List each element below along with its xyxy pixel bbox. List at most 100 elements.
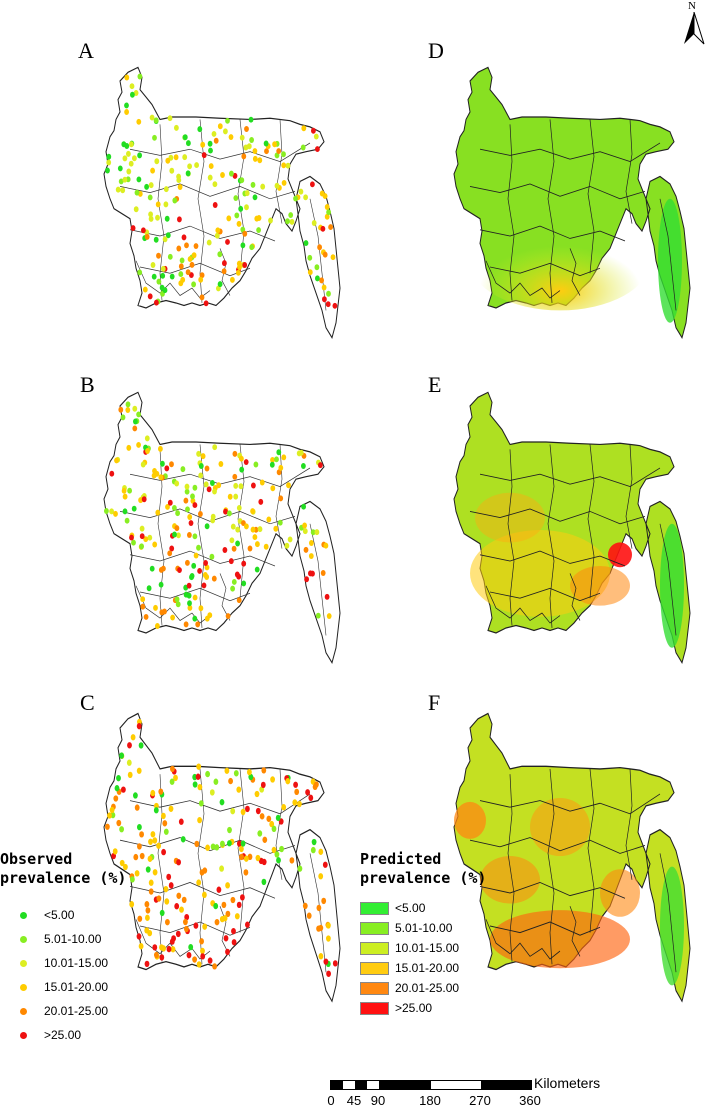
prevalence-dot: [298, 188, 304, 195]
prevalence-dot: [137, 73, 143, 80]
prevalence-dot: [109, 508, 114, 515]
prevalence-dot: [198, 472, 204, 479]
prevalence-dot: [139, 533, 145, 540]
prevalence-dot: [255, 807, 261, 815]
prevalence-dot: [163, 886, 169, 893]
prevalence-dot: [156, 278, 162, 285]
prevalence-dot: [223, 128, 228, 135]
prevalence-dot: [153, 807, 159, 814]
scale-tick: 90: [370, 1093, 386, 1108]
prevalence-dot: [126, 444, 132, 451]
prevalence-dot: [170, 765, 175, 773]
prevalence-dot: [320, 570, 326, 577]
prevalence-dot: [314, 264, 320, 271]
prevalence-dot: [206, 486, 212, 493]
predicted-legend-item: 10.01-15.00: [360, 939, 459, 957]
prevalence-dot: [214, 232, 220, 239]
observed-legend-item: 10.01-15.00: [20, 954, 108, 972]
prevalence-dot: [144, 960, 150, 968]
prevalence-dot: [155, 214, 160, 221]
prevalence-dot: [232, 172, 238, 179]
prevalence-dot: [151, 273, 157, 280]
prevalence-dot: [293, 195, 298, 202]
prevalence-dot: [196, 961, 202, 968]
prevalence-dot: [140, 596, 146, 603]
observed-legend-title-line2: prevalence (%): [0, 869, 127, 887]
prevalence-dot: [223, 935, 229, 942]
prevalence-dot: [124, 74, 130, 81]
prevalence-dot: [160, 460, 165, 467]
prevalence-dot: [199, 869, 205, 876]
prevalence-dot: [241, 580, 247, 587]
prevalence-dot: [263, 543, 269, 550]
prevalence-dot: [187, 163, 192, 170]
prevalence-dot: [144, 435, 150, 442]
prevalence-dot: [136, 722, 142, 730]
prevalence-dot: [311, 220, 317, 226]
prevalence-dot: [180, 466, 186, 473]
prevalence-dot: [156, 842, 161, 849]
prevalence-dot: [227, 840, 232, 847]
prevalence-dot: [196, 544, 201, 551]
legend-swatch: [360, 901, 389, 915]
prevalence-dot: [303, 240, 309, 247]
prevalence-dot: [166, 873, 172, 881]
prevalence-dot: [199, 272, 205, 279]
map-observed-b: [103, 391, 341, 664]
legend-label: 20.01-25.00: [44, 1004, 109, 1018]
prevalence-dot: [158, 566, 164, 573]
prevalence-dot: [252, 534, 258, 541]
prevalence-dot: [147, 929, 153, 937]
prevalence-dot: [303, 194, 308, 201]
prevalence-dot: [281, 179, 287, 186]
prevalence-dot: [187, 604, 193, 611]
prevalence-dot: [207, 957, 213, 964]
prevalence-dot: [266, 815, 272, 822]
prevalence-dot: [244, 523, 249, 530]
prevalence-dot: [209, 789, 215, 796]
prevalence-dot: [230, 585, 236, 592]
prevalence-dot: [183, 591, 189, 598]
prevalence-dot: [161, 848, 166, 856]
prevalence-dot: [241, 153, 247, 160]
prevalence-dot: [169, 167, 175, 174]
prevalence-dot: [163, 186, 169, 193]
prevalence-dot: [322, 251, 328, 258]
prevalence-dot: [315, 612, 321, 619]
prevalence-dot: [153, 604, 158, 611]
prevalence-dot: [323, 542, 329, 549]
prevalence-dot: [315, 146, 320, 153]
prevalence-dot: [177, 184, 183, 190]
prevalence-dot: [240, 242, 246, 249]
prevalence-dot: [105, 823, 110, 830]
prevalence-dot: [231, 578, 237, 585]
prevalence-dot: [311, 127, 316, 134]
prevalence-dot: [127, 742, 132, 749]
prevalence-dot: [319, 190, 325, 197]
prevalence-dot: [230, 523, 236, 530]
prevalence-dot: [293, 781, 298, 788]
prevalence-dot: [133, 90, 139, 97]
prevalence-dot: [196, 450, 201, 457]
prevalence-dot: [264, 148, 269, 155]
prevalence-dot: [180, 836, 186, 843]
prevalence-dot: [285, 162, 291, 169]
prevalence-dot: [270, 776, 275, 783]
prevalence-dot: [169, 938, 175, 945]
prevalence-dot: [245, 921, 250, 928]
prevalence-dot: [174, 903, 180, 910]
prevalence-dot: [236, 220, 242, 227]
prevalence-dot: [256, 227, 261, 234]
prevalence-dot: [136, 441, 141, 448]
prevalence-dot: [121, 487, 127, 494]
legend-dot: [20, 935, 27, 943]
prevalence-dot: [166, 945, 172, 953]
prevalence-dot: [244, 204, 249, 211]
prevalence-dot: [176, 859, 181, 866]
prevalence-dot: [109, 470, 115, 477]
prevalence-dot: [321, 897, 327, 905]
prevalence-dot: [152, 541, 158, 548]
prevalence-dot: [215, 227, 221, 234]
prevalence-dot: [152, 944, 158, 951]
prevalence-dot: [217, 123, 223, 130]
